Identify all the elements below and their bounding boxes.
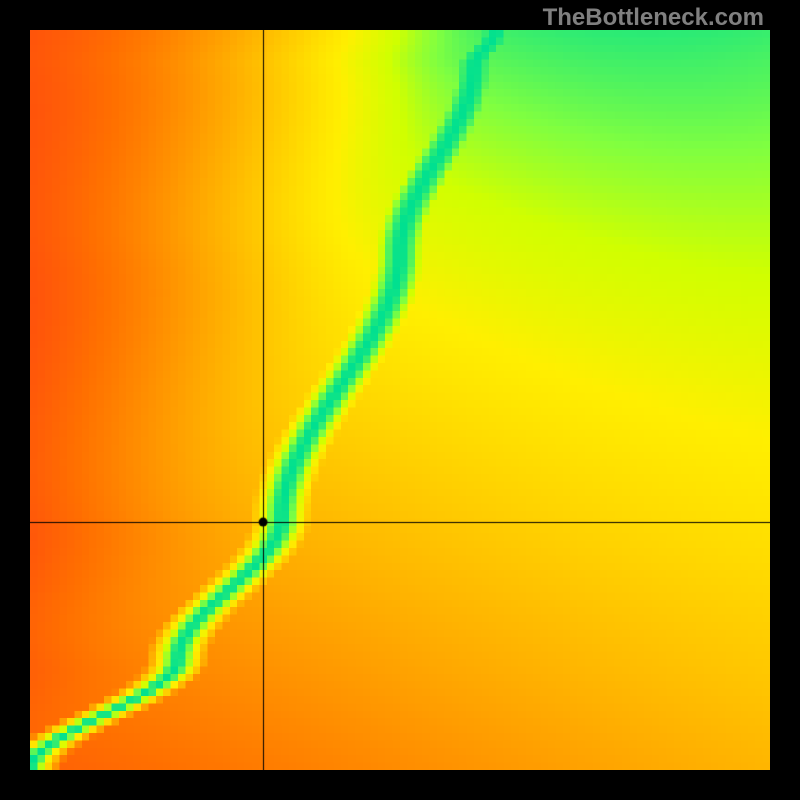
chart-container: TheBottleneck.com xyxy=(0,0,800,800)
watermark-text: TheBottleneck.com xyxy=(543,4,764,32)
crosshair-overlay xyxy=(30,30,770,770)
